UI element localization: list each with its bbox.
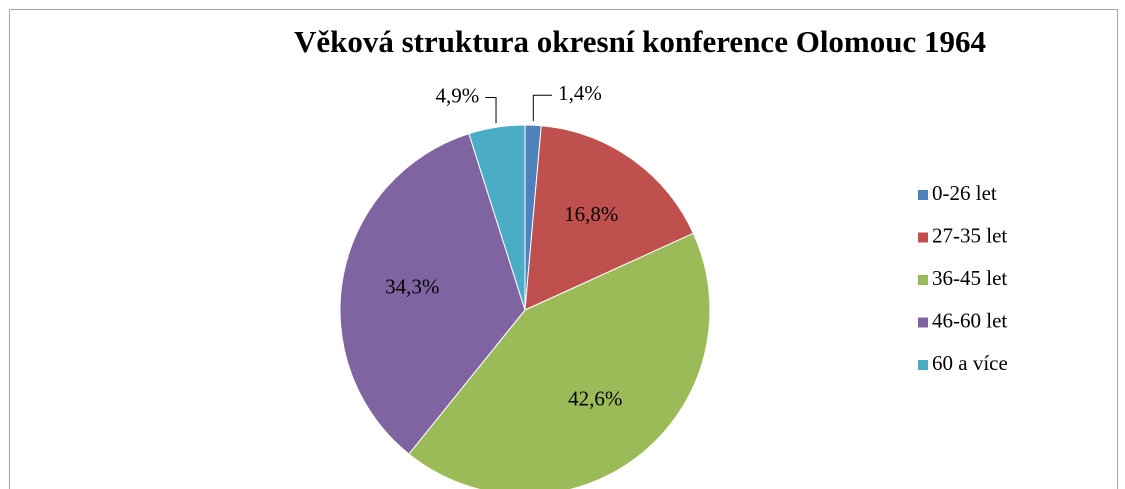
legend-label: 27-35 let xyxy=(932,223,1007,247)
data-label: 4,9% xyxy=(436,83,480,107)
leader-line xyxy=(485,96,497,124)
pie-slice xyxy=(339,133,526,455)
pie-slice xyxy=(408,232,711,489)
legend-label: 36-45 let xyxy=(932,266,1007,290)
data-label: 1,4% xyxy=(558,81,602,105)
leader-line xyxy=(532,94,553,122)
legend-label: 0-26 let xyxy=(932,181,997,205)
legend-swatch xyxy=(918,190,928,200)
data-label: 42,6% xyxy=(568,386,622,410)
legend-swatch xyxy=(918,275,928,285)
legend-swatch xyxy=(918,317,928,328)
legend-swatch xyxy=(918,360,928,370)
legend-label: 60 a více xyxy=(932,351,1008,375)
data-label: 34,3% xyxy=(385,275,439,299)
data-label: 16,8% xyxy=(564,202,618,226)
legend-label: 46-60 let xyxy=(932,308,1007,332)
chart-title: Věková struktura okresní konference Olom… xyxy=(294,24,986,59)
pie-slice xyxy=(468,124,526,311)
legend-swatch xyxy=(918,232,928,243)
pie-slice xyxy=(524,125,695,311)
